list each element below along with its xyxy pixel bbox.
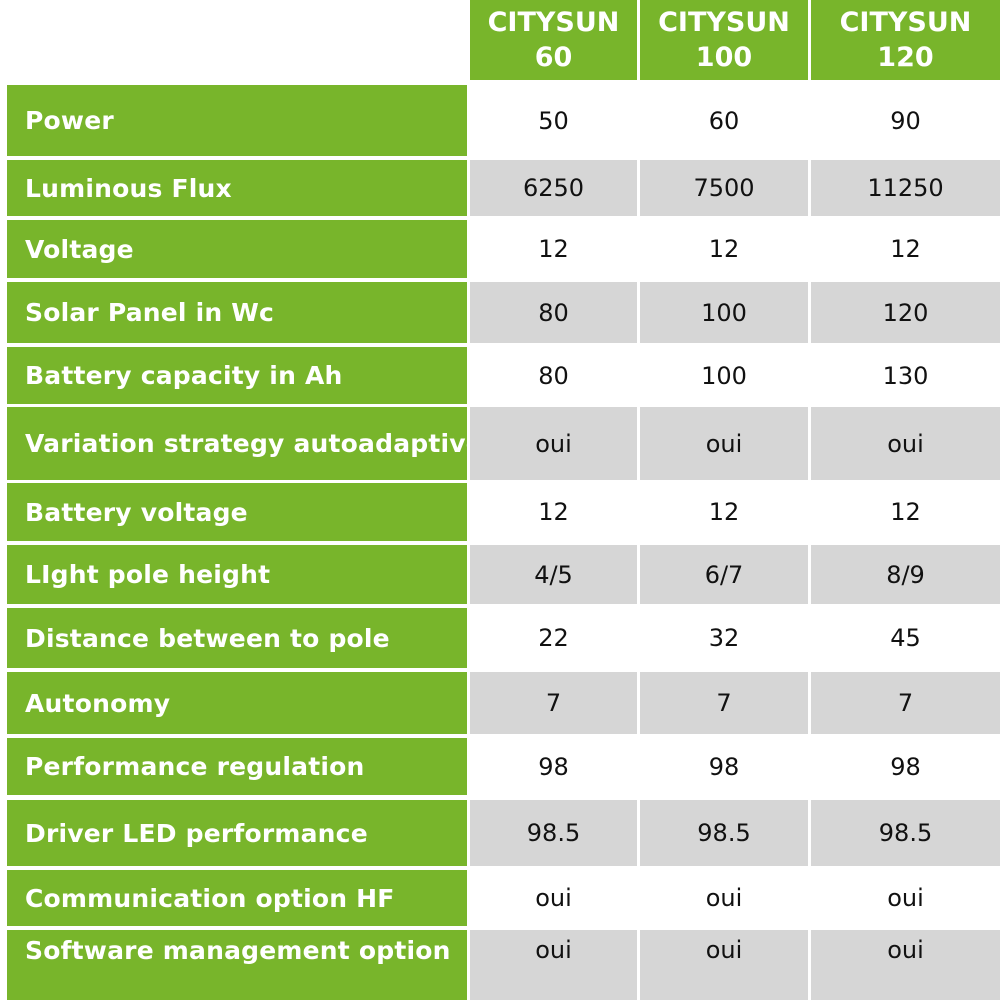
row-value: 6/7 xyxy=(640,545,808,604)
column-header-size: 100 xyxy=(695,42,753,73)
row-label: Communication option HF xyxy=(7,870,467,926)
row-value: 120 xyxy=(811,282,1000,343)
row-value: 12 xyxy=(640,483,808,541)
row-value: 12 xyxy=(640,220,808,278)
row-value: 90 xyxy=(811,85,1000,156)
row-value: 100 xyxy=(640,347,808,404)
row-value: oui xyxy=(470,407,637,480)
row-value: 22 xyxy=(470,608,637,668)
row-value: 12 xyxy=(811,483,1000,541)
row-value: 60 xyxy=(640,85,808,156)
row-value: 98 xyxy=(811,738,1000,795)
row-value: 12 xyxy=(470,220,637,278)
row-value: 100 xyxy=(640,282,808,343)
row-label: Voltage xyxy=(7,220,467,278)
column-header-model: CITYSUN xyxy=(839,7,972,38)
row-value: 7500 xyxy=(640,160,808,216)
row-value: 11250 xyxy=(811,160,1000,216)
row-label: Performance regulation xyxy=(7,738,467,795)
column-header-size: 60 xyxy=(534,42,573,73)
row-label: Luminous Flux xyxy=(7,160,467,216)
row-value: oui xyxy=(640,407,808,480)
row-value: 98 xyxy=(640,738,808,795)
row-value: 6250 xyxy=(470,160,637,216)
row-label: Solar Panel in Wc xyxy=(7,282,467,343)
row-value: 98.5 xyxy=(640,800,808,866)
row-value: 32 xyxy=(640,608,808,668)
column-header: CITYSUN 100 xyxy=(640,0,808,80)
row-label: Driver LED performance xyxy=(7,800,467,866)
row-value: 7 xyxy=(470,672,637,734)
column-header-model: CITYSUN xyxy=(487,7,620,38)
row-value: oui xyxy=(470,930,637,1000)
row-label: Power xyxy=(7,85,467,156)
row-label: Battery voltage xyxy=(7,483,467,541)
row-value: 130 xyxy=(811,347,1000,404)
column-header-size: 120 xyxy=(877,42,934,73)
row-value: oui xyxy=(470,870,637,926)
column-header: CITYSUN 60 xyxy=(470,0,637,80)
row-label: Software management option xyxy=(7,930,467,1000)
row-value: 98 xyxy=(470,738,637,795)
row-value: oui xyxy=(811,870,1000,926)
row-value: 50 xyxy=(470,85,637,156)
row-value: 4/5 xyxy=(470,545,637,604)
row-value: oui xyxy=(811,930,1000,1000)
row-value: 98.5 xyxy=(470,800,637,866)
row-value: 8/9 xyxy=(811,545,1000,604)
row-value: 12 xyxy=(811,220,1000,278)
row-value: 80 xyxy=(470,282,637,343)
row-value: 80 xyxy=(470,347,637,404)
row-value: 7 xyxy=(811,672,1000,734)
row-value: oui xyxy=(811,407,1000,480)
row-label: Distance between to pole xyxy=(7,608,467,668)
row-label: Autonomy xyxy=(7,672,467,734)
row-value: oui xyxy=(640,930,808,1000)
row-label: Battery capacity in Ah xyxy=(7,347,467,404)
row-label: LIght pole height xyxy=(7,545,467,604)
row-label: Variation strategy autoadaptive xyxy=(7,407,483,480)
row-value: 45 xyxy=(811,608,1000,668)
row-value: 12 xyxy=(470,483,637,541)
row-value: oui xyxy=(640,870,808,926)
column-header-model: CITYSUN xyxy=(658,7,790,38)
row-value: 7 xyxy=(640,672,808,734)
column-header: CITYSUN 120 xyxy=(811,0,1000,80)
row-value: 98.5 xyxy=(811,800,1000,866)
